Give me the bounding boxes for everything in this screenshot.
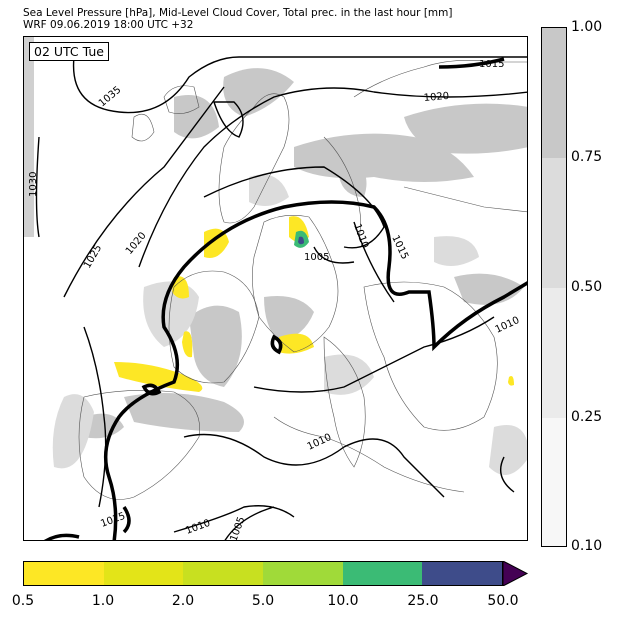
isobar-label: 1020 bbox=[423, 91, 449, 104]
isobar-label: 1010 bbox=[351, 222, 370, 250]
map-title: Sea Level Pressure [hPa], Mid-Level Clou… bbox=[23, 7, 453, 19]
colorbar-segment bbox=[542, 158, 566, 288]
cloud-tick-label: 0.50 bbox=[571, 279, 603, 295]
colorbar-segment bbox=[542, 288, 566, 418]
colorbar-segment bbox=[542, 418, 566, 546]
thick-isobars bbox=[43, 57, 527, 540]
isobar-label: 1025 bbox=[82, 243, 104, 271]
cloud-area-edge bbox=[24, 37, 34, 237]
light-cloud-areas bbox=[52, 174, 527, 475]
colorbar-segment bbox=[542, 28, 566, 158]
isobar-label: 1015 bbox=[389, 234, 410, 262]
isobar-label: 1010 bbox=[184, 518, 212, 537]
valid-time-label: 02 UTC Tue bbox=[29, 42, 109, 61]
colorbar-segment bbox=[103, 562, 184, 585]
coastlines bbox=[78, 60, 527, 500]
colorbar-segment bbox=[263, 562, 343, 585]
precip-colorbar bbox=[23, 561, 503, 586]
isobar-label: 1035 bbox=[97, 85, 124, 110]
precip-core-blue bbox=[298, 236, 304, 245]
isobar-label: 1005 bbox=[228, 515, 247, 541]
colorbar-segment bbox=[24, 562, 104, 585]
precip-tick-label: 2.0 bbox=[171, 593, 195, 609]
colorbar-extend-arrow bbox=[503, 561, 529, 586]
isobar-label: 1005 bbox=[304, 252, 329, 263]
cloud-tick-label: 0.25 bbox=[571, 409, 603, 425]
isobar-label: 1015 bbox=[479, 59, 504, 70]
cloud-cover-areas bbox=[84, 68, 527, 439]
colorbar-segment bbox=[183, 562, 264, 585]
isobar-label: 1010 bbox=[494, 315, 522, 336]
precip-tick-label: 0.5 bbox=[11, 593, 35, 609]
isobar-label: 1010 bbox=[306, 432, 334, 453]
precip-tick-label: 50.0 bbox=[487, 593, 519, 609]
isobars bbox=[35, 56, 527, 540]
map-canvas: 1035 1030 1025 1020 1020 1015 1015 1010 … bbox=[24, 37, 527, 541]
map-subtitle: WRF 09.06.2019 18:00 UTC +32 bbox=[23, 19, 194, 31]
precip-tick-label: 1.0 bbox=[91, 593, 115, 609]
cloud-cover-colorbar bbox=[541, 27, 567, 547]
cloud-tick-label: 0.75 bbox=[571, 149, 603, 165]
isobar-label: 1030 bbox=[28, 172, 39, 197]
precip-tick-label: 10.0 bbox=[327, 593, 359, 609]
colorbar-segment bbox=[422, 562, 503, 585]
cloud-tick-label: 1.00 bbox=[571, 19, 603, 35]
weather-map: 1035 1030 1025 1020 1020 1015 1015 1010 … bbox=[23, 36, 528, 541]
colorbar-segment bbox=[342, 562, 423, 585]
cloud-tick-label: 0.10 bbox=[571, 538, 603, 554]
isobar-label: 1015 bbox=[99, 511, 127, 530]
precip-tick-label: 25.0 bbox=[407, 593, 439, 609]
precip-tick-label: 5.0 bbox=[251, 593, 275, 609]
